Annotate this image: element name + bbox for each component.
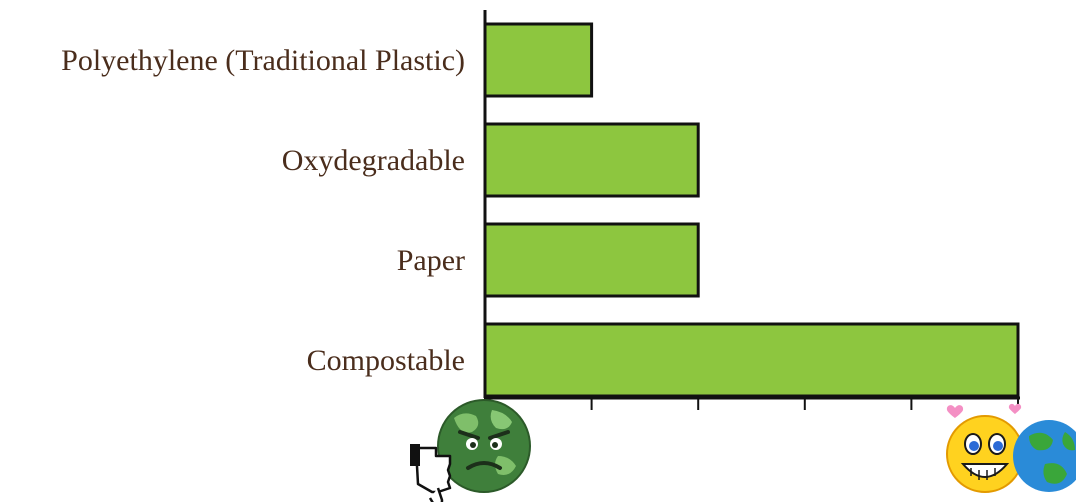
category-labels: Polyethylene (Traditional Plastic) Oxydeg… [61,44,465,377]
bar-2 [483,222,700,298]
category-label-1: Oxydegradable [282,144,465,177]
angry-earth-thumbs-down-icon [410,399,531,502]
bar-1 [483,122,700,198]
bar-3 [483,322,1020,398]
category-label-2: Paper [397,244,465,277]
bar-0 [483,22,594,98]
heart-icon [946,403,1022,418]
bars-layer [483,22,1020,398]
smiling-earth-icon [946,403,1076,493]
axes [483,10,1020,410]
category-label-0: Polyethylene (Traditional Plastic) [61,44,465,77]
category-label-3: Compostable [307,344,465,377]
